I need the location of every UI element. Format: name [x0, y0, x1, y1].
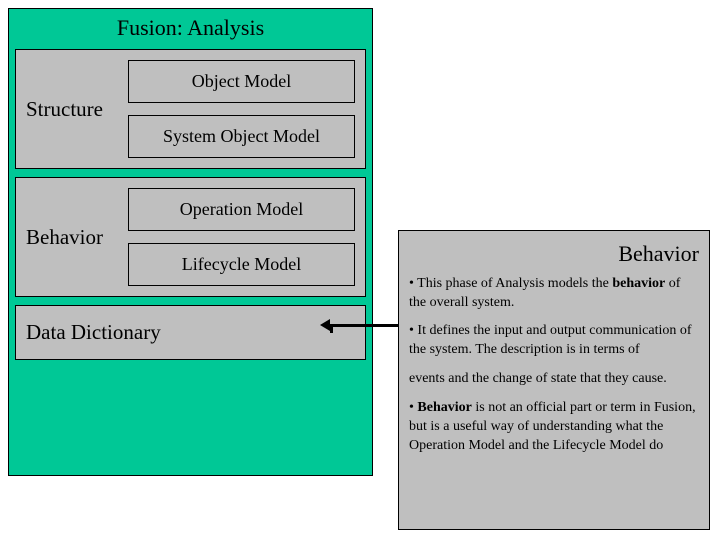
bullet: • This phase of Analysis models the beha…: [409, 275, 699, 313]
object-model-box: Object Model: [128, 60, 355, 103]
right-panel-body: • This phase of Analysis models the beha…: [409, 275, 699, 456]
lifecycle-model-box: Lifecycle Model: [128, 243, 355, 286]
structure-label: Structure: [26, 97, 128, 122]
right-panel: Behavior • This phase of Analysis models…: [398, 230, 710, 530]
system-object-model-box: System Object Model: [128, 115, 355, 158]
diagram-title: Fusion: Analysis: [15, 15, 366, 41]
bullet: • Behavior is not an official part or te…: [409, 399, 699, 456]
behavior-label: Behavior: [26, 225, 128, 250]
bullet: events and the change of state that they…: [409, 370, 699, 389]
left-panel: Fusion: Analysis Structure Object Model …: [8, 8, 373, 476]
connector-arrowhead: [320, 319, 330, 331]
connector-line-v: [330, 324, 333, 333]
structure-group: Structure Object Model System Object Mod…: [15, 49, 366, 169]
operation-model-box: Operation Model: [128, 188, 355, 231]
right-panel-title: Behavior: [409, 239, 699, 269]
data-dictionary-box: Data Dictionary: [15, 305, 366, 360]
behavior-items: Operation Model Lifecycle Model: [128, 188, 355, 286]
bullet: • It defines the input and output commun…: [409, 322, 699, 360]
behavior-group: Behavior Operation Model Lifecycle Model: [15, 177, 366, 297]
connector-line: [330, 324, 398, 327]
structure-items: Object Model System Object Model: [128, 60, 355, 158]
